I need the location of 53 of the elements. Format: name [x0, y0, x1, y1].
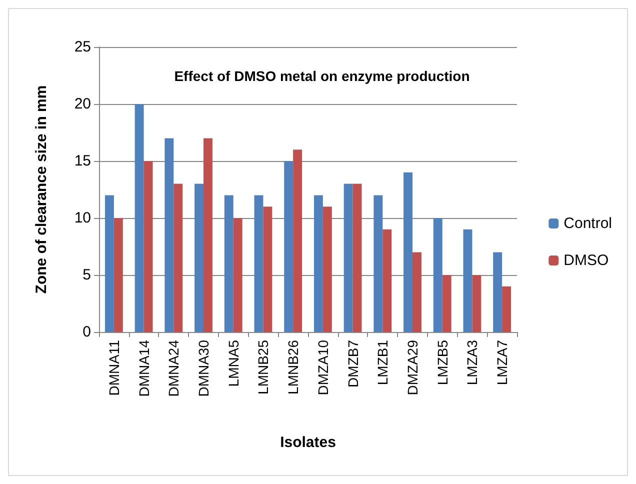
- bar: [404, 172, 412, 332]
- x-tick-label: DMNA30: [196, 340, 212, 397]
- bar: [382, 229, 392, 332]
- y-tick-label: 5: [82, 266, 91, 284]
- bar: [442, 275, 452, 332]
- x-tick-label: DMNA14: [136, 340, 152, 397]
- legend-label: Control: [564, 215, 612, 232]
- bar: [284, 161, 294, 332]
- bar: [322, 206, 332, 332]
- bar: [144, 161, 153, 332]
- bar: [233, 218, 242, 332]
- bar: [412, 252, 422, 332]
- text: Effect of DMSO metal on enzyme production: [174, 68, 470, 84]
- y-tick-label: 25: [74, 38, 91, 56]
- bar: [174, 184, 183, 332]
- x-tick-label: LMZA7: [494, 340, 510, 386]
- bar: [433, 218, 442, 332]
- bar: [472, 275, 482, 332]
- y-tick-label: 0: [82, 324, 91, 340]
- x-tick-label: LMZB5: [434, 340, 450, 386]
- bar: [502, 286, 512, 332]
- bar: [344, 184, 353, 332]
- bar: [374, 195, 383, 332]
- x-tick-label: DMZA10: [314, 340, 331, 396]
- x-tick-label: LMNA5: [225, 340, 242, 387]
- x-tick-label: DMNA24: [166, 340, 182, 397]
- x-tick-label: LMNB25: [255, 340, 272, 394]
- bar: [194, 184, 204, 332]
- bar: [493, 252, 502, 332]
- bar: [224, 195, 234, 332]
- y-tick-label: 10: [74, 210, 91, 226]
- bar: [114, 218, 123, 332]
- x-tick-label: DMZB7: [344, 340, 361, 388]
- x-tick-label: LMZA3: [464, 340, 480, 386]
- bar: [352, 184, 362, 332]
- legend-label: DMSO: [564, 252, 609, 269]
- bar: [134, 104, 144, 332]
- x-tick-label: DMNA11: [106, 340, 122, 396]
- y-tick-label: 20: [74, 96, 91, 112]
- bar: [254, 195, 264, 332]
- bar: [104, 195, 114, 332]
- y-tick-label: 15: [74, 152, 91, 170]
- bar: [263, 206, 272, 332]
- bar: [314, 195, 323, 332]
- y-axis-title: Zone of clearance size in mm: [33, 85, 50, 294]
- x-tick-label: LMZB1: [374, 340, 391, 386]
- x-tick-label: DMZA29: [404, 340, 420, 396]
- x-tick-label: LMNB26: [285, 340, 302, 394]
- x-axis-title: Isolates: [280, 434, 336, 451]
- bar: [204, 138, 212, 332]
- bar: [293, 150, 302, 332]
- bar: [164, 138, 174, 332]
- bar: [463, 229, 472, 332]
